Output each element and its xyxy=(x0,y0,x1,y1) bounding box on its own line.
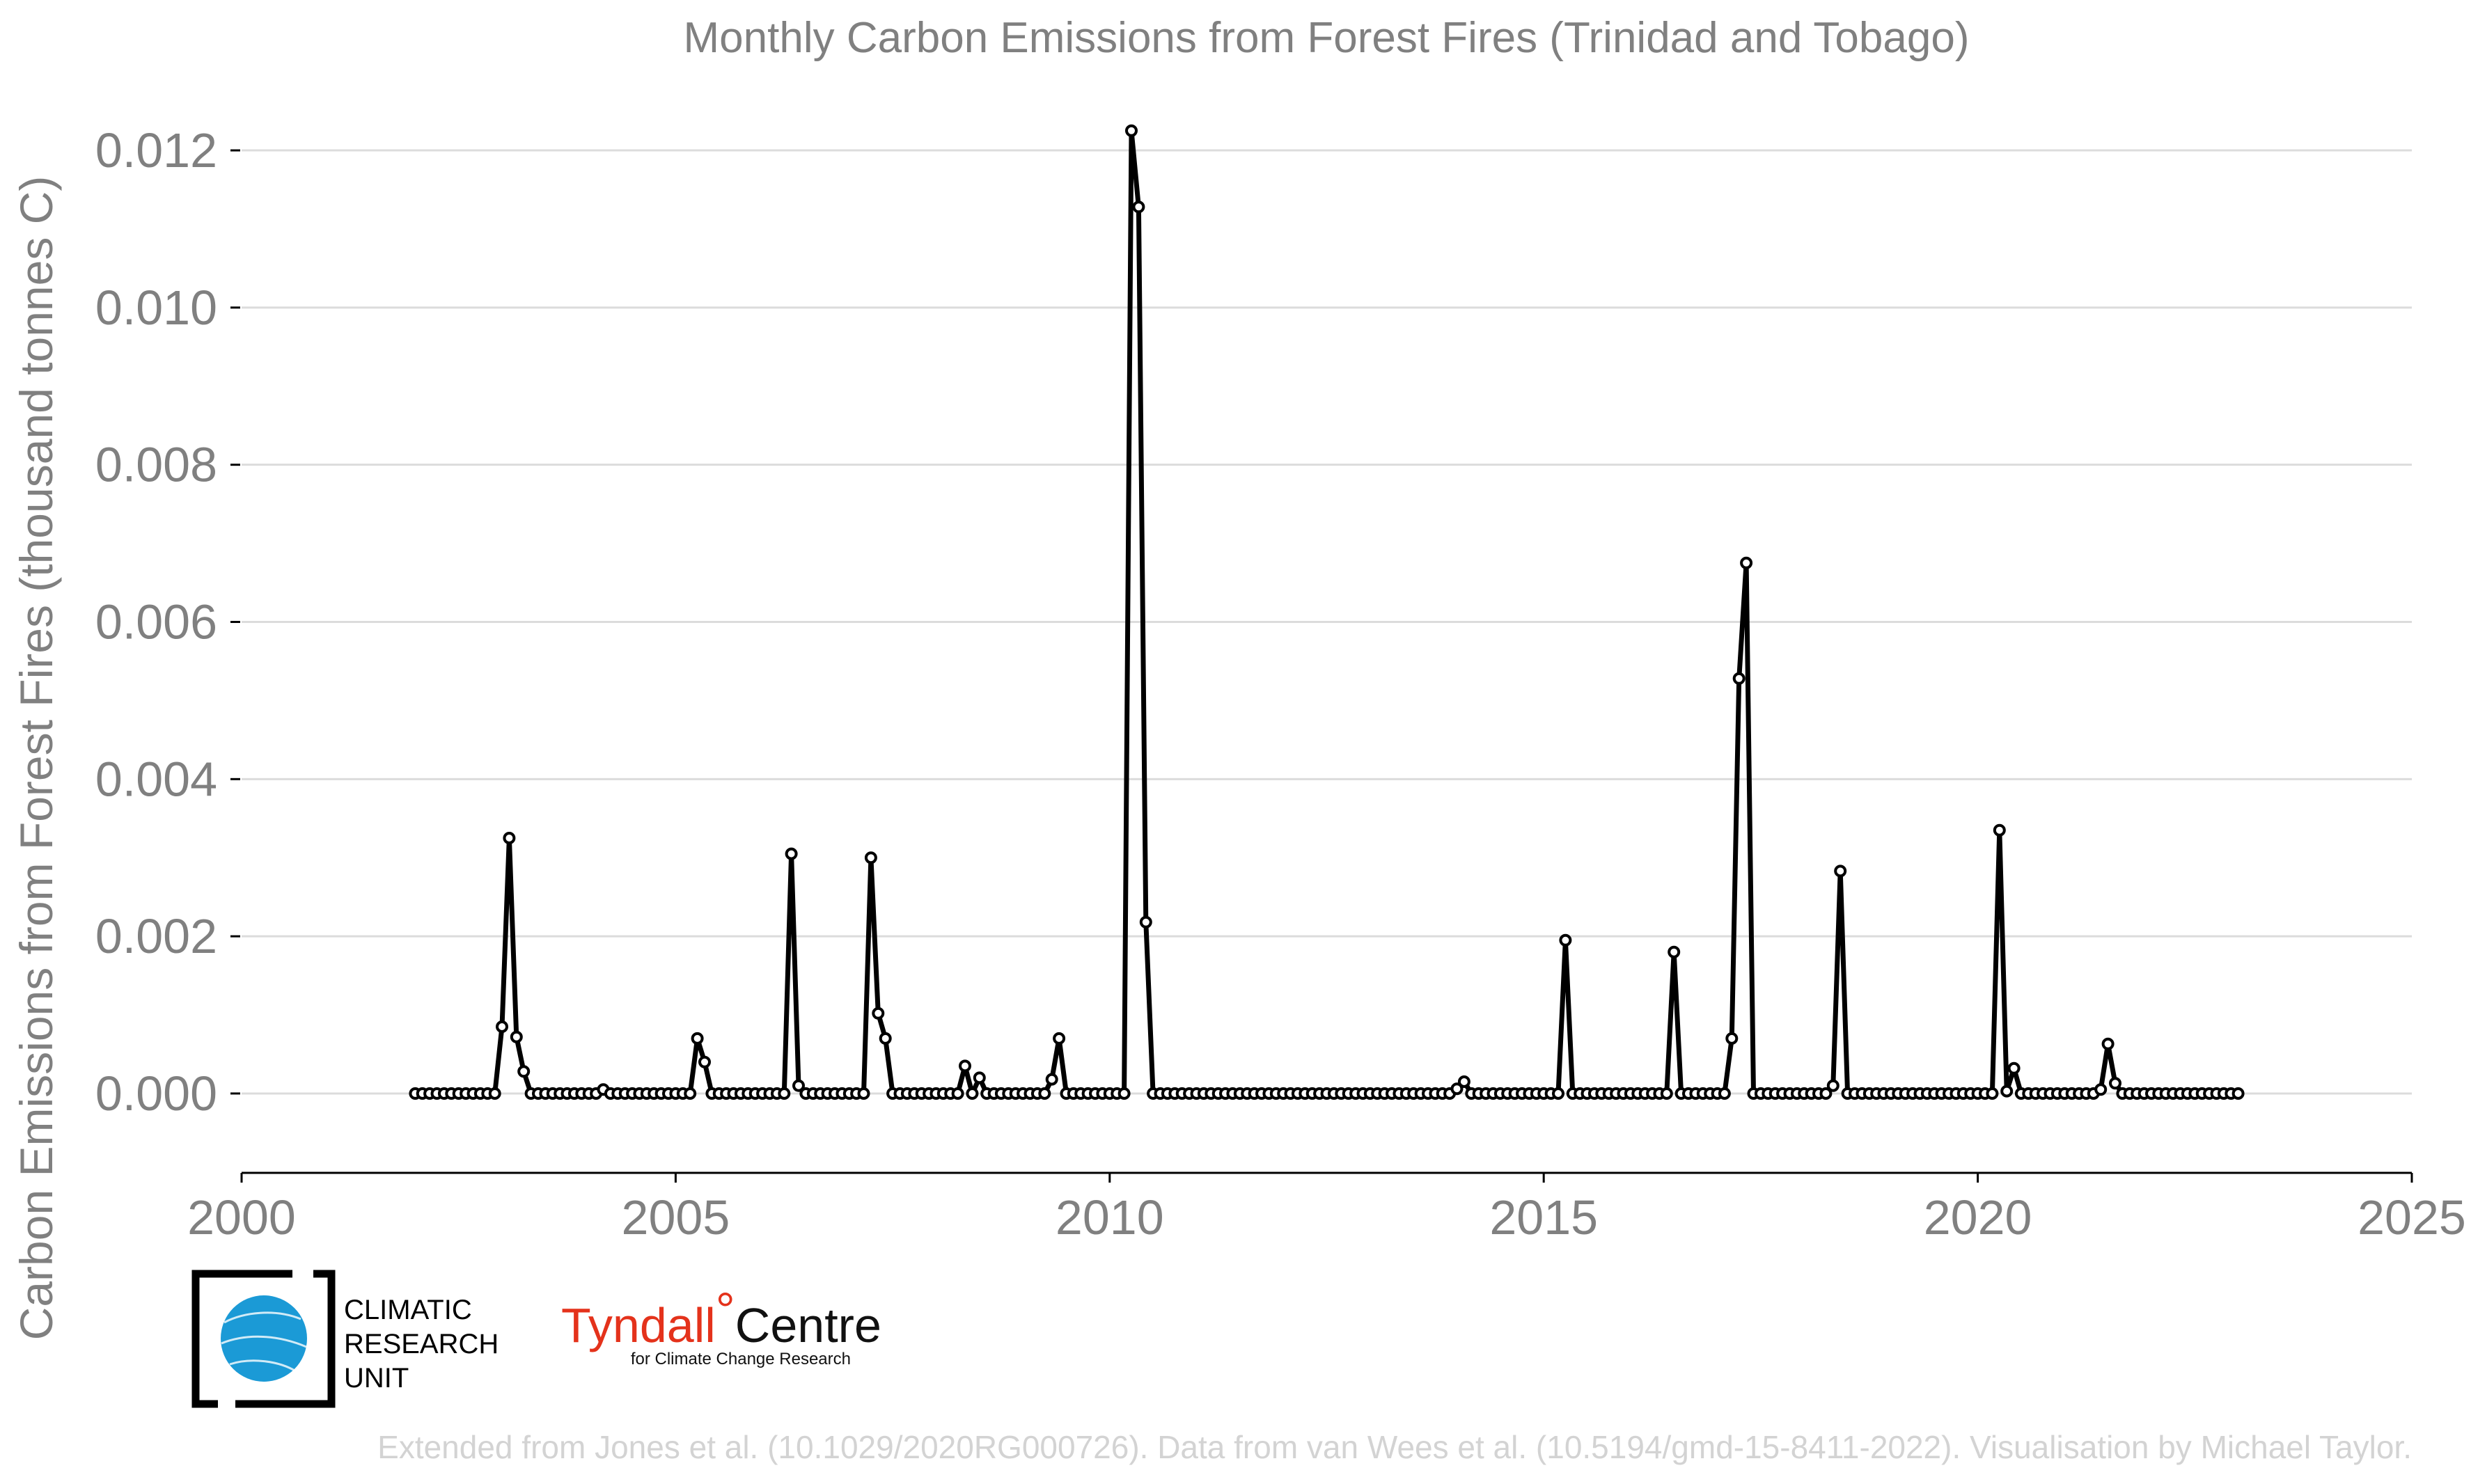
x-tick-label-1: 2005 xyxy=(622,1190,730,1245)
data-point-100 xyxy=(1132,200,1145,214)
data-point-53 xyxy=(792,1079,805,1092)
tyndall-logo-degree: ° xyxy=(716,1283,735,1337)
y-tick-label-3: 0.006 xyxy=(95,594,217,649)
data-point-88 xyxy=(1045,1073,1058,1086)
data-point-145 xyxy=(1457,1075,1470,1088)
data-point-234 xyxy=(2101,1037,2115,1050)
data-point-89 xyxy=(1053,1032,1066,1045)
data-point-197 xyxy=(1834,865,1847,878)
data-point-52 xyxy=(785,847,798,860)
cru-logo-line-2: RESEARCH xyxy=(344,1329,499,1359)
series-points xyxy=(409,124,2245,1100)
cru-globe-icon xyxy=(221,1295,307,1382)
data-point-64 xyxy=(872,1007,885,1020)
data-point-252 xyxy=(2231,1087,2245,1100)
data-point-220 xyxy=(2000,1084,2014,1098)
data-point-12 xyxy=(496,1020,508,1033)
data-point-78 xyxy=(973,1071,986,1084)
svg-text:Tyndall°Centre: Tyndall°Centre xyxy=(561,1283,881,1352)
data-point-99 xyxy=(1125,124,1138,137)
data-point-63 xyxy=(864,851,877,865)
data-point-40 xyxy=(698,1055,711,1068)
cru-logo-line-3: UNIT xyxy=(344,1363,409,1394)
y-tick-label-0: 0.000 xyxy=(95,1066,217,1121)
y-tick-label-2: 0.004 xyxy=(95,752,217,806)
data-point-183 xyxy=(1732,672,1746,685)
data-point-76 xyxy=(959,1059,971,1073)
cru-globe-contours xyxy=(221,1311,307,1373)
y-tick-label-5: 0.010 xyxy=(95,281,217,335)
tyndall-logo-subtitle: for Climate Change Research xyxy=(631,1350,851,1368)
x-tick-label-5: 2025 xyxy=(2358,1190,2466,1245)
data-point-195 xyxy=(1819,1087,1833,1100)
data-point-235 xyxy=(2109,1077,2121,1090)
data-point-181 xyxy=(1718,1087,1731,1100)
data-point-65 xyxy=(879,1032,892,1045)
data-point-62 xyxy=(857,1087,870,1100)
y-axis-ticks: 0.000 0.002 0.004 0.006 0.008 0.010 0.012 xyxy=(95,123,240,1121)
data-point-101 xyxy=(1139,915,1152,929)
data-point-87 xyxy=(1038,1087,1051,1100)
data-point-221 xyxy=(2007,1061,2021,1075)
x-tick-label-3: 2015 xyxy=(1489,1190,1598,1245)
x-tick-label-2: 2010 xyxy=(1056,1190,1164,1245)
cru-logo-bracket-left xyxy=(191,1270,292,1408)
tyndall-logo-part-1: Tyndall xyxy=(561,1298,716,1352)
data-point-51 xyxy=(778,1087,791,1100)
data-point-196 xyxy=(1826,1079,1839,1092)
tyndall-logo-part-2: Centre xyxy=(735,1298,881,1352)
chart-title: Monthly Carbon Emissions from Forest Fir… xyxy=(684,14,1970,62)
y-axis-label: Carbon Emissions from Forest Fires (thou… xyxy=(10,176,62,1341)
data-point-173 xyxy=(1660,1087,1673,1100)
x-tick-label-4: 2020 xyxy=(1924,1190,2032,1245)
y-tick-label-4: 0.008 xyxy=(95,438,217,492)
grid-lines xyxy=(242,149,2412,1095)
data-point-38 xyxy=(684,1087,697,1100)
cru-logo-line-1: CLIMATIC xyxy=(344,1295,472,1325)
data-point-174 xyxy=(1668,945,1681,958)
x-tick-label-0: 2000 xyxy=(187,1190,296,1245)
data-point-158 xyxy=(1552,1087,1564,1100)
data-point-39 xyxy=(691,1032,704,1045)
data-point-184 xyxy=(1740,556,1753,569)
cru-logo-bracket-right xyxy=(235,1270,336,1408)
series-line xyxy=(415,128,2238,1096)
data-point-14 xyxy=(510,1030,523,1043)
credit-line: Extended from Jones et al. (10.1029/2020… xyxy=(377,1429,2412,1465)
data-point-159 xyxy=(1559,933,1572,947)
x-axis-ticks: 2000 2005 2010 2015 2020 2025 xyxy=(187,1173,2466,1245)
data-point-182 xyxy=(1725,1032,1739,1045)
data-point-77 xyxy=(966,1087,979,1100)
data-point-11 xyxy=(488,1087,501,1100)
data-point-233 xyxy=(2094,1083,2108,1096)
data-point-75 xyxy=(951,1087,964,1100)
cru-logo: CLIMATIC RESEARCH UNIT xyxy=(191,1270,499,1408)
data-point-13 xyxy=(503,832,516,844)
tyndall-logo: Tyndall°Centre for Climate Change Resear… xyxy=(561,1283,881,1368)
data-point-144 xyxy=(1450,1082,1464,1096)
data-point-98 xyxy=(1117,1087,1131,1100)
data-point-218 xyxy=(1986,1087,1999,1100)
y-tick-label-1: 0.002 xyxy=(95,909,217,963)
y-tick-label-6: 0.012 xyxy=(95,123,217,177)
data-point-15 xyxy=(517,1065,531,1078)
data-point-219 xyxy=(1993,823,2006,837)
